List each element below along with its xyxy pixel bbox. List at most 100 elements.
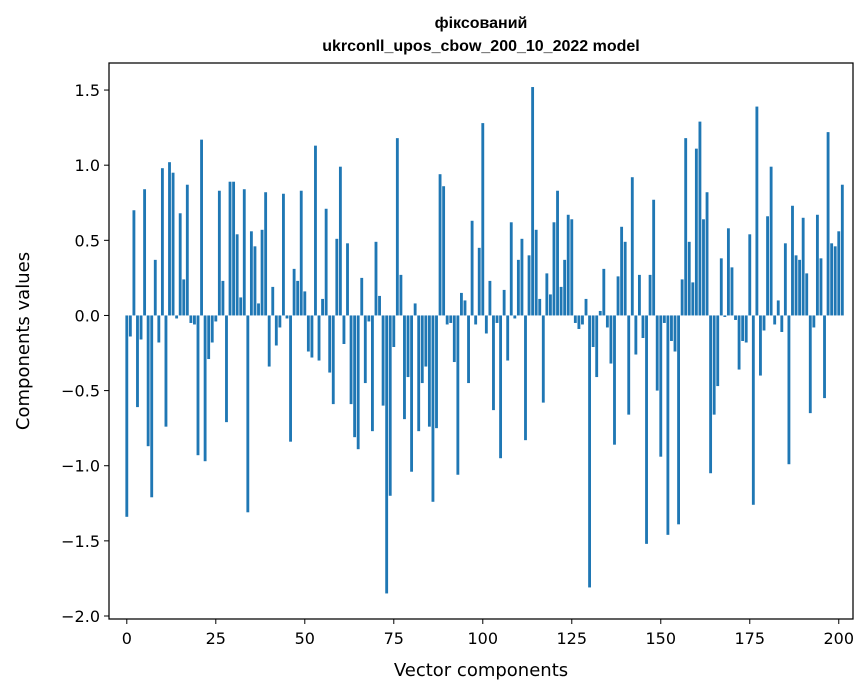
bar-130 (588, 315, 591, 588)
bar-56 (324, 208, 328, 316)
bar-107 (506, 315, 510, 361)
bar-189 (798, 259, 802, 316)
x-tick-label: 200 (823, 629, 854, 648)
bar-103 (492, 315, 495, 411)
bar-175 (748, 234, 752, 316)
bar-55 (321, 298, 325, 316)
bar-69 (371, 315, 374, 432)
bars-group (125, 87, 844, 594)
bar-150 (659, 315, 663, 457)
bar-11 (164, 315, 168, 427)
bar-41 (271, 286, 275, 316)
bar-61 (342, 315, 346, 344)
bar-194 (815, 214, 819, 316)
bar-139 (620, 226, 624, 316)
x-tick-label: 75 (384, 629, 404, 648)
bar-45 (285, 315, 289, 319)
bar-68 (367, 315, 371, 322)
bar-101 (484, 315, 488, 334)
bar-117 (541, 315, 545, 403)
bar-48 (296, 280, 300, 316)
x-tick-label: 100 (468, 629, 499, 648)
bar-191 (805, 273, 809, 316)
bar-108 (509, 222, 513, 316)
bar-100 (481, 123, 485, 316)
bar-23 (207, 315, 211, 360)
bar-155 (677, 315, 680, 525)
bar-201 (840, 184, 844, 316)
bar-14 (175, 315, 179, 319)
bar-178 (759, 315, 762, 376)
bar-170 (730, 267, 734, 316)
bar-81 (413, 303, 417, 316)
x-tick-label: 25 (206, 629, 226, 648)
bar-40 (267, 315, 271, 367)
bar-66 (360, 277, 364, 316)
bar-86 (431, 315, 435, 502)
bar-99 (477, 247, 481, 316)
bar-119 (548, 294, 552, 316)
bar-16 (182, 279, 186, 316)
bar-124 (566, 214, 570, 316)
y-tick-label: 1.5 (75, 81, 100, 100)
bar-197 (826, 132, 830, 316)
bar-161 (698, 121, 702, 316)
bar-192 (808, 315, 812, 414)
bar-111 (520, 238, 524, 316)
bar-105 (499, 315, 503, 459)
bar-36 (253, 246, 257, 316)
bar-136 (609, 315, 613, 364)
bar-127 (577, 315, 581, 329)
bar-3 (136, 315, 139, 408)
bar-137 (613, 315, 616, 445)
bar-31 (235, 234, 239, 316)
bar-157 (684, 138, 688, 316)
bar-158 (687, 241, 691, 316)
bar-148 (652, 199, 656, 316)
bar-152 (666, 315, 670, 535)
chart-subtitle: ukrconll_upos_cbow_200_10_2022 model (322, 38, 639, 55)
bar-162 (702, 219, 705, 316)
bar-114 (531, 87, 535, 316)
bar-50 (303, 291, 307, 316)
bar-164 (709, 315, 713, 474)
bar-185 (783, 243, 787, 316)
bar-142 (630, 177, 634, 316)
bar-78 (403, 315, 406, 420)
bar-133 (598, 310, 602, 316)
bar-115 (534, 229, 538, 316)
bar-52 (310, 315, 314, 358)
bar-21 (200, 139, 203, 316)
x-tick-label: 175 (734, 629, 765, 648)
x-tick-label: 150 (645, 629, 676, 648)
bar-19 (193, 315, 196, 325)
bar-110 (516, 259, 520, 316)
bar-169 (726, 228, 730, 316)
bar-144 (637, 274, 641, 316)
bar-200 (837, 231, 841, 316)
bar-174 (744, 315, 748, 343)
bar-106 (502, 289, 506, 316)
bar-12 (168, 162, 171, 316)
bar-74 (388, 315, 392, 496)
bar-163 (705, 192, 709, 316)
bar-154 (673, 315, 677, 352)
bar-83 (420, 315, 424, 384)
bar-4 (139, 315, 143, 340)
bar-13 (171, 172, 175, 316)
bar-87 (435, 315, 438, 429)
bar-113 (527, 255, 531, 316)
bar-76 (395, 138, 399, 316)
bar-79 (406, 315, 410, 378)
bar-57 (328, 315, 332, 373)
bar-159 (691, 282, 695, 316)
bar-171 (734, 315, 737, 320)
bar-46 (289, 315, 292, 442)
bar-180 (766, 216, 769, 316)
bar-30 (232, 181, 236, 316)
bar-82 (417, 315, 421, 432)
y-axis-ticks: 1.5 1.0 0.5 0.0 −0.5 −1.0 −1.5 −2.0 (61, 81, 109, 626)
bar-95 (463, 300, 467, 316)
bar-35 (249, 231, 253, 316)
bar-64 (353, 315, 357, 438)
